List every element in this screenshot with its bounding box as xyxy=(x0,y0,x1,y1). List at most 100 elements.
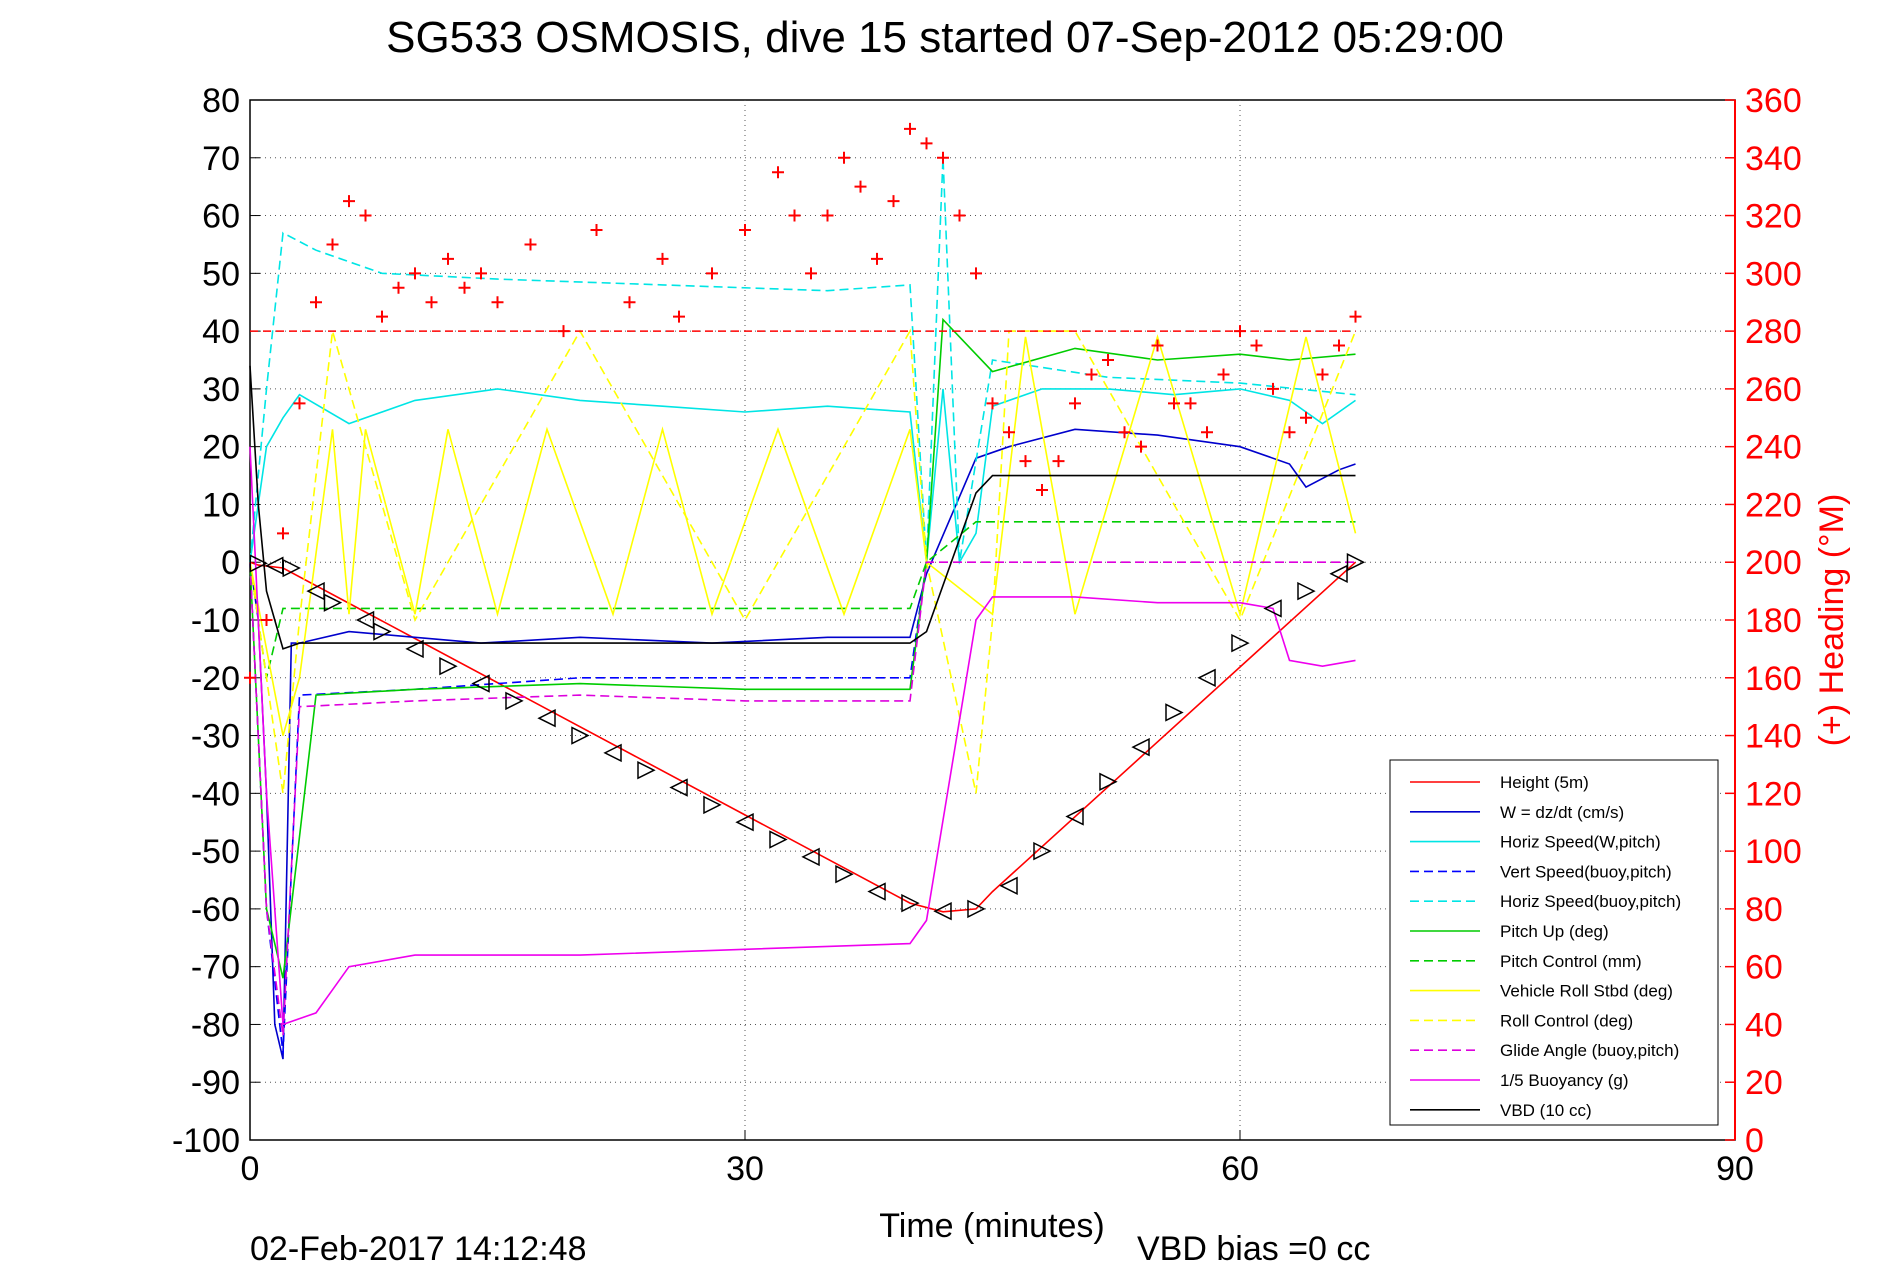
height-marker xyxy=(867,882,886,901)
height-marker xyxy=(323,593,343,612)
right-axis-label: (+) Heading (°M) xyxy=(1813,494,1851,747)
y-tick-label: 80 xyxy=(202,82,240,120)
heading-point xyxy=(1201,426,1213,439)
height-marker xyxy=(1263,599,1282,618)
legend-label: Glide Angle (buoy,pitch) xyxy=(1500,1041,1679,1060)
heading-point xyxy=(1168,397,1180,410)
heading-point xyxy=(904,122,916,135)
height-marker xyxy=(571,726,590,745)
height-marker xyxy=(1297,581,1316,601)
y-tick-label: 20 xyxy=(202,429,240,467)
height-marker xyxy=(1346,553,1366,572)
height-marker xyxy=(249,554,268,573)
y-tick-label: -70 xyxy=(191,949,240,987)
heading-point xyxy=(1316,368,1329,381)
y-tick-label: -50 xyxy=(191,833,240,871)
heading-point xyxy=(310,296,322,309)
y2-tick-label: 80 xyxy=(1745,891,1783,929)
y-tick-label: 10 xyxy=(202,486,240,524)
right-axis-ticks: 3603403203002802602402202001801601401201… xyxy=(1725,82,1802,1160)
height-marker xyxy=(1329,564,1348,583)
y2-tick-label: 180 xyxy=(1745,602,1802,640)
y-tick-label: 0 xyxy=(221,544,240,582)
heading-point xyxy=(392,281,405,294)
heading-point xyxy=(1184,397,1197,410)
legend-label: Horiz Speed(buoy,pitch) xyxy=(1500,892,1681,911)
heading-point xyxy=(805,267,817,280)
y2-tick-label: 120 xyxy=(1745,775,1802,813)
heading-point xyxy=(376,310,388,323)
heading-point xyxy=(1349,310,1362,323)
heading-point xyxy=(1052,455,1065,468)
height-marker xyxy=(999,876,1018,895)
height-marker xyxy=(306,581,325,601)
y2-tick-label: 280 xyxy=(1745,313,1802,351)
heading-point xyxy=(1217,368,1230,381)
heading-point xyxy=(260,614,273,626)
y2-tick-label: 200 xyxy=(1745,544,1802,582)
height-marker xyxy=(735,813,754,832)
y-tick-label: -60 xyxy=(191,891,240,929)
height-marker xyxy=(373,622,392,641)
heading-point xyxy=(1118,426,1131,439)
heading-point xyxy=(1003,426,1015,439)
heading-point xyxy=(970,267,982,280)
heading-point xyxy=(953,209,966,222)
legend-label: Vert Speed(buoy,pitch) xyxy=(1500,862,1672,881)
x-axis-label: Time (minutes) xyxy=(879,1207,1104,1245)
heading-point xyxy=(409,267,421,280)
heading-point xyxy=(277,527,289,540)
heading-point xyxy=(772,166,784,179)
legend-label: W = dz/dt (cm/s) xyxy=(1500,803,1624,822)
height-marker xyxy=(603,743,622,763)
heading-point xyxy=(244,671,256,684)
y-tick-label: -80 xyxy=(191,1006,240,1044)
legend-label: Pitch Control (mm) xyxy=(1500,952,1642,971)
heading-point xyxy=(1333,339,1345,352)
heading-point xyxy=(524,238,537,251)
height-marker xyxy=(471,674,490,693)
height-marker xyxy=(1099,772,1118,791)
left-axis-ticks: 80 70 60 50 40 30 20 10 0 -10 -20 -30 -40 -50 -60 -70 -8… xyxy=(172,82,260,1160)
height-marker xyxy=(405,639,424,659)
y2-tick-label: 40 xyxy=(1745,1006,1783,1044)
heading-point xyxy=(1300,411,1312,424)
heading-point xyxy=(821,209,834,222)
heading-point xyxy=(1069,397,1081,410)
heading-point xyxy=(656,252,669,265)
legend-label: Roll Control (deg) xyxy=(1500,1011,1633,1030)
heading-point xyxy=(1102,354,1114,366)
series-pitch-control-mm xyxy=(249,520,1356,678)
height-markers xyxy=(249,553,1366,921)
y2-tick-label: 20 xyxy=(1745,1064,1783,1102)
y2-tick-label: 340 xyxy=(1745,140,1802,178)
heading-point xyxy=(1085,368,1098,381)
grid-lines xyxy=(250,100,1735,1140)
heading-point xyxy=(475,267,487,280)
heading-point xyxy=(623,296,636,309)
x-tick-label: 0 xyxy=(241,1150,260,1188)
legend-label: Height (5m) xyxy=(1500,773,1589,792)
heading-point xyxy=(1234,325,1246,338)
heading-markers xyxy=(244,122,1362,684)
y-tick-label: 30 xyxy=(202,371,240,409)
height-marker xyxy=(801,847,820,867)
y2-tick-label: 100 xyxy=(1745,833,1802,871)
heading-point xyxy=(854,180,867,193)
heading-point xyxy=(1283,426,1296,439)
y2-tick-label: 300 xyxy=(1745,255,1802,293)
series-horiz-speed-buoy-pitch xyxy=(249,157,1356,563)
y-tick-label: -10 xyxy=(191,602,240,640)
y2-tick-label: 320 xyxy=(1745,198,1802,236)
height-marker xyxy=(505,691,524,711)
heading-point xyxy=(937,151,949,164)
y2-tick-label: 360 xyxy=(1745,82,1802,120)
heading-point xyxy=(557,325,570,338)
x-tick-label: 30 xyxy=(726,1150,764,1188)
heading-point xyxy=(1135,440,1147,453)
y2-tick-label: 220 xyxy=(1745,486,1802,524)
heading-point xyxy=(986,397,999,410)
legend-label: Pitch Up (deg) xyxy=(1500,922,1609,941)
height-marker xyxy=(637,761,656,780)
